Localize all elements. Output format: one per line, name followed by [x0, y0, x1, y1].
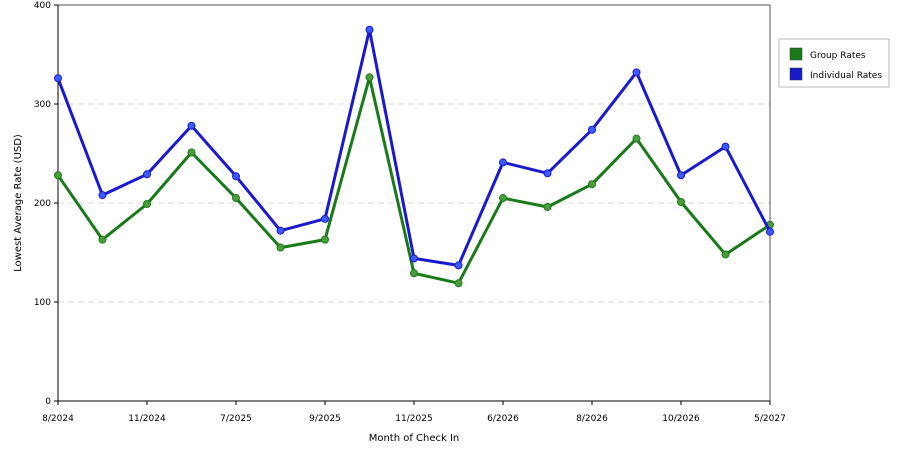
data-point: [321, 235, 329, 244]
x-tick-label: 7/2025: [220, 414, 252, 424]
data-point: [143, 199, 151, 208]
data-point: [632, 68, 641, 77]
data-point: [232, 194, 240, 203]
x-tick-label: 6/2026: [487, 414, 519, 424]
data-point: [677, 171, 685, 180]
data-point: [98, 235, 107, 244]
data-point: [54, 74, 62, 83]
data-point: [721, 250, 730, 259]
data-point: [276, 226, 285, 235]
series-line-individual-rates: [56, 28, 772, 267]
data-point: [543, 202, 552, 211]
data-point: [499, 158, 507, 167]
data-point: [321, 214, 329, 223]
x-tick-label: 11/2025: [395, 414, 432, 424]
x-tick-label: 5/2027: [754, 414, 786, 424]
legend: Group Rates Individual Rates: [778, 38, 890, 88]
y-tick-label: 300: [34, 100, 51, 110]
y-tick-label: 0: [45, 397, 51, 407]
data-point: [499, 194, 507, 203]
y-tick-label: 400: [34, 1, 51, 11]
data-point: [588, 125, 596, 134]
legend-swatch: [789, 67, 803, 81]
y-tick-label: 200: [34, 199, 51, 209]
x-tick-label: 8/2024: [42, 414, 74, 424]
data-point: [410, 269, 418, 278]
data-point: [187, 121, 196, 130]
x-tick-label: 9/2025: [309, 414, 341, 424]
data-point: [276, 243, 285, 252]
data-point: [98, 191, 107, 200]
data-point: [721, 142, 730, 151]
data-point: [143, 170, 151, 179]
data-point: [410, 254, 418, 263]
y-ticks: 0 100 200 300 400: [34, 1, 58, 407]
x-tick-label: 11/2024: [128, 414, 166, 424]
x-ticks: 8/2024 11/2024 7/2025 9/2025 11/2025 6/2026 8/…: [42, 401, 786, 424]
y-tick-label: 100: [34, 298, 51, 308]
x-tick-label: 8/2026: [576, 414, 608, 424]
legend-label: Group Rates: [810, 51, 866, 61]
data-point: [187, 148, 196, 157]
x-tick-label: 10/2026: [662, 414, 700, 424]
data-point: [365, 73, 374, 82]
legend-label: Individual Rates: [810, 71, 882, 81]
data-point: [632, 134, 641, 143]
data-point: [365, 25, 374, 34]
data-point: [232, 172, 240, 181]
legend-swatch: [789, 47, 803, 61]
data-point: [454, 279, 463, 288]
data-point: [543, 169, 552, 178]
data-point: [454, 261, 463, 270]
x-axis-title: Month of Check In: [369, 433, 460, 444]
data-point: [54, 171, 62, 180]
data-point: [766, 227, 774, 236]
y-axis-title: Lowest Average Rate (USD): [13, 134, 24, 272]
data-point: [588, 180, 596, 189]
series-group: [54, 25, 774, 288]
data-point: [677, 198, 685, 207]
